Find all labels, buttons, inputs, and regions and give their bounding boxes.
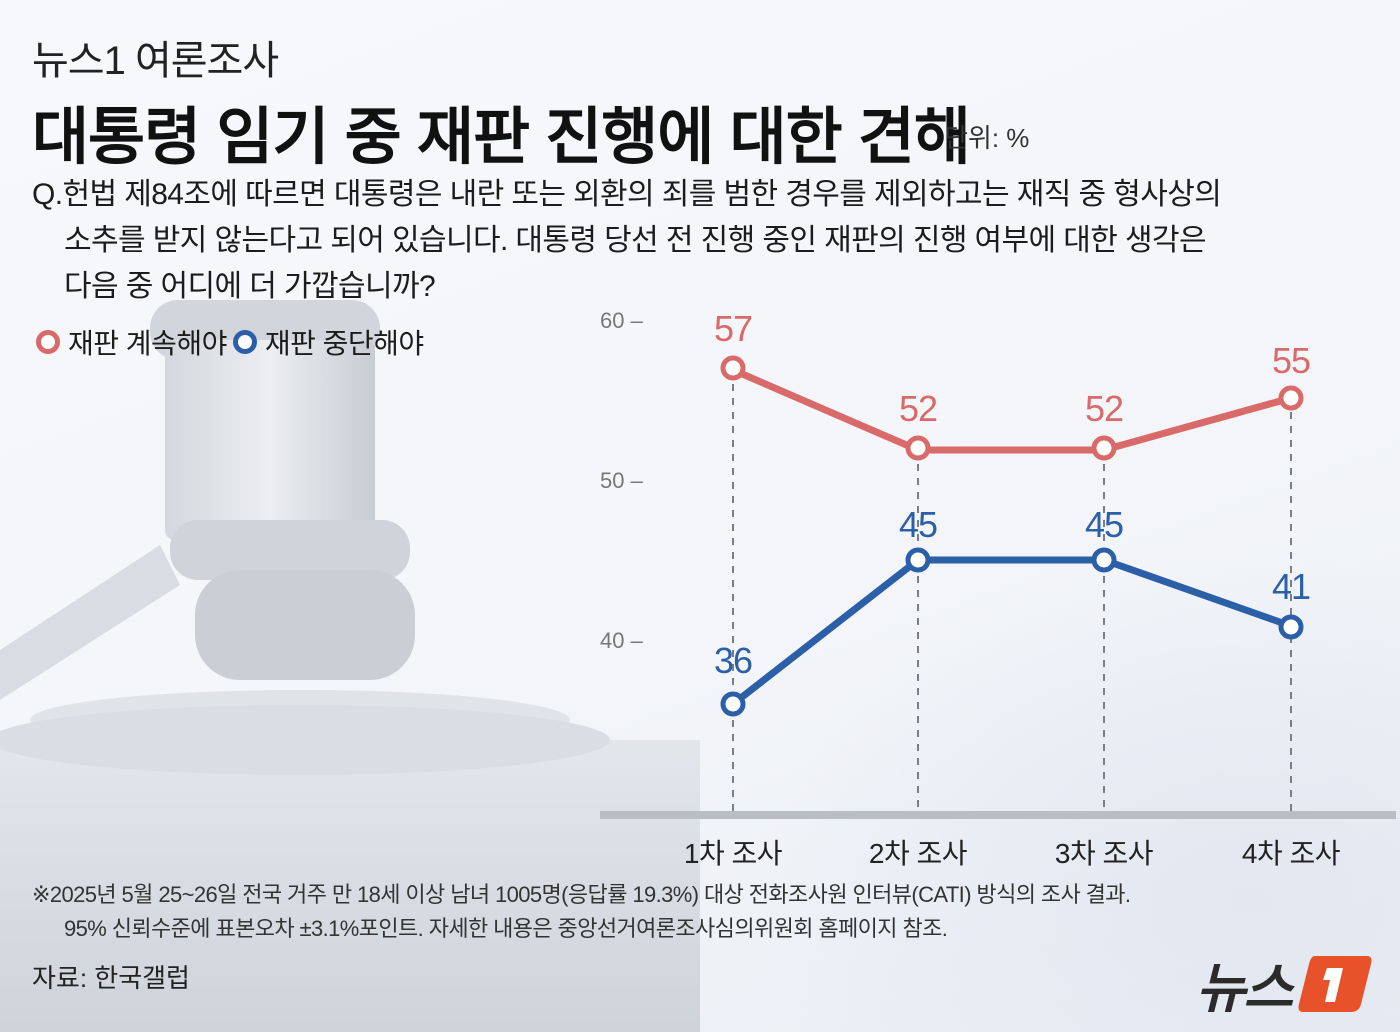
series-stop-line — [730, 556, 1293, 707]
survey-footnote: ※2025년 5월 25~26일 전국 거주 만 18세 이상 남녀 1005명… — [32, 878, 1131, 946]
x-label-survey-2: 2차 조사 — [868, 838, 968, 869]
circle-marker-icon — [36, 330, 60, 354]
y-tick-50: 50 – — [600, 468, 643, 493]
circle-marker-icon — [232, 330, 257, 354]
value-label-stop: 36 — [713, 640, 753, 681]
news1-badge-icon — [1298, 955, 1372, 1012]
value-label-stop: 45 — [1084, 504, 1124, 545]
chart-legend: 재판 계속해야 재판 중단해야 — [36, 322, 430, 362]
legend-item-stop: 재판 중단해야 — [232, 322, 424, 362]
y-tick-60: 60 – — [600, 308, 643, 333]
data-source: 자료: 한국갤럽 — [32, 963, 190, 993]
series-continue-line — [731, 366, 1292, 454]
series-stop-markers — [720, 547, 1304, 717]
value-label-continue: 55 — [1271, 340, 1311, 381]
footnote-line: 95% 신뢰수준에 표본오차 ±3.1%포인트. 자세한 내용은 중앙선거여론조… — [64, 916, 948, 941]
value-label-stop: 41 — [1271, 566, 1311, 607]
question-line: Q.헌법 제84조에 따르면 대통령은 내란 또는 외환의 죄를 범한 경우를 … — [32, 178, 1222, 211]
value-label-continue: 52 — [898, 388, 938, 429]
value-label-stop: 45 — [898, 504, 938, 545]
page-title: 대통령 임기 중 재판 진행에 대한 견해 — [32, 103, 971, 172]
x-label-survey-3: 3차 조사 — [1054, 838, 1154, 869]
question-line: 다음 중 어디에 더 가깝습니까? — [64, 270, 436, 303]
survey-brand-subtitle: 뉴스1 여론조사 — [32, 39, 279, 83]
unit-label: 단위: % — [944, 123, 1030, 153]
legend-label: 재판 계속해야 — [68, 328, 227, 359]
survey-question: Q.헌법 제84조에 따르면 대통령은 내란 또는 외환의 죄를 범한 경우를 … — [32, 172, 1302, 310]
value-label-continue: 52 — [1084, 388, 1124, 429]
gavel-illustration-icon — [0, 300, 700, 1032]
x-axis-line — [600, 811, 1396, 819]
footnote-line: ※2025년 5월 25~26일 전국 거주 만 18세 이상 남녀 1005명… — [32, 882, 1131, 907]
news1-logo: 뉴스 — [1196, 944, 1373, 1023]
question-line: 소추를 받지 않는다고 되어 있습니다. 대통령 당선 전 진행 중인 재판의 … — [64, 224, 1207, 257]
x-label-survey-4: 4차 조사 — [1241, 838, 1341, 869]
legend-item-continue: 재판 계속해야 — [36, 322, 227, 362]
logo-text: 뉴스 — [1196, 959, 1293, 1019]
x-label-survey-1: 1차 조사 — [683, 838, 783, 869]
y-tick-40: 40 – — [600, 628, 643, 653]
vertical-guides — [732, 370, 1292, 816]
series-continue-markers — [720, 355, 1304, 461]
value-label-continue: 57 — [713, 308, 753, 349]
legend-label: 재판 중단해야 — [264, 328, 424, 359]
